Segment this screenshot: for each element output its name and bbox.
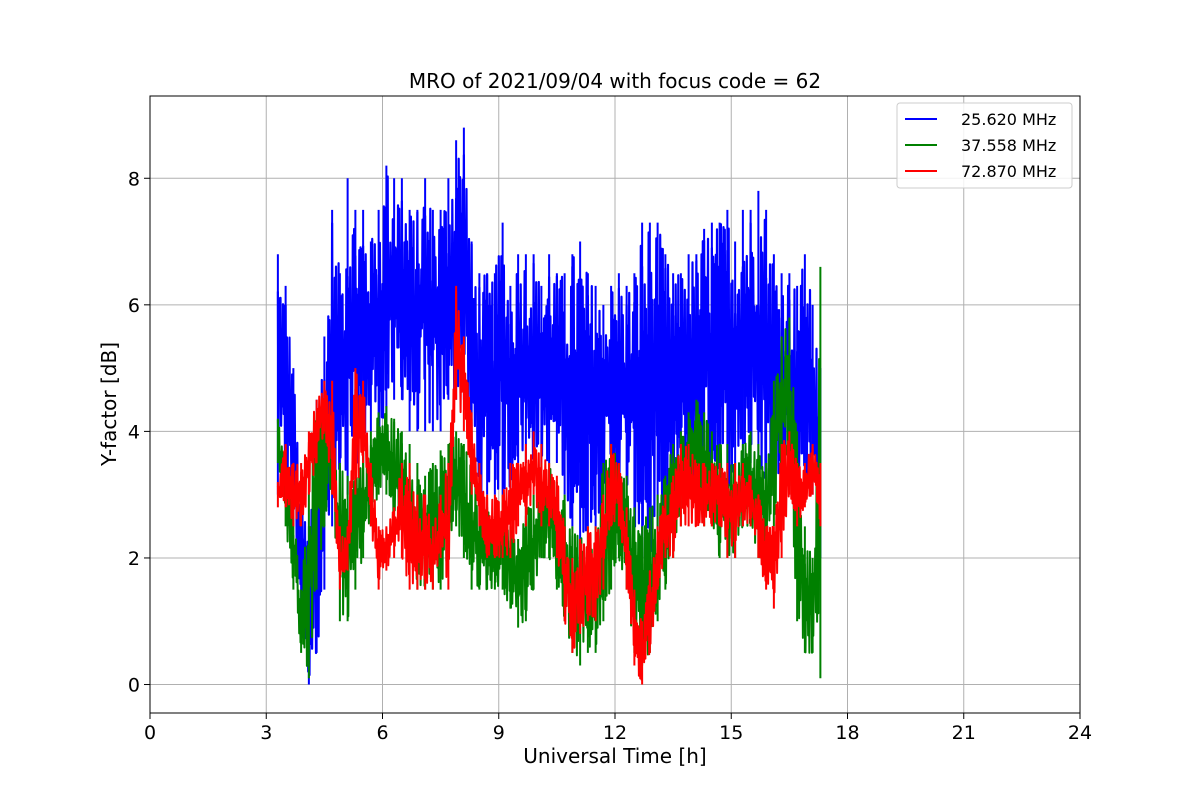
- x-tick-label: 3: [260, 722, 272, 744]
- plot-series: [276, 127, 822, 685]
- x-tick-label: 9: [493, 722, 505, 744]
- y-tick-label: 0: [128, 675, 140, 697]
- x-tick-label: 18: [835, 722, 859, 744]
- x-tick-label: 0: [144, 722, 156, 744]
- y-tick-label: 6: [128, 295, 140, 317]
- legend-label: 37.558 MHz: [961, 136, 1056, 155]
- legend: 25.620 MHz 37.558 MHz 72.870 MHz: [896, 102, 1073, 189]
- x-tick-label: 12: [603, 722, 627, 744]
- y-tick-label: 4: [128, 421, 140, 443]
- x-tick-label: 24: [1068, 722, 1092, 744]
- legend-box: [896, 102, 1073, 189]
- x-axis-label: Universal Time [h]: [523, 744, 706, 768]
- y-tick-label: 2: [128, 548, 140, 570]
- y-tick-label: 8: [128, 168, 140, 190]
- x-tick-label: 21: [952, 722, 976, 744]
- chart-title: MRO of 2021/09/04 with focus code = 62: [409, 69, 821, 93]
- legend-label: 72.870 MHz: [961, 162, 1056, 181]
- y-axis-label: Y-factor [dB]: [97, 342, 121, 467]
- x-tick-label: 6: [376, 722, 388, 744]
- series-72-870-mhz: [276, 285, 822, 685]
- x-tick-label: 15: [719, 722, 743, 744]
- legend-label: 25.620 MHz: [961, 110, 1056, 129]
